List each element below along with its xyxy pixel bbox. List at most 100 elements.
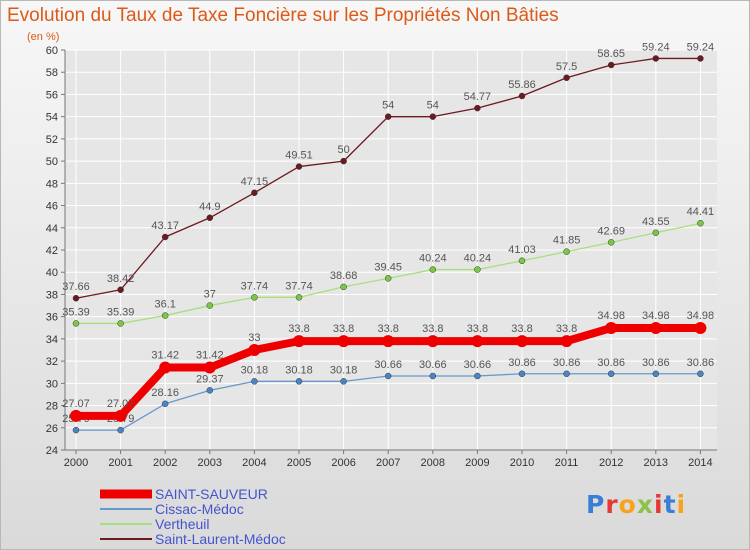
data-point-saint-laurent-medoc: [251, 189, 258, 197]
data-label-saint-laurent-medoc: 43.17: [151, 220, 179, 232]
data-label-saint-sauveur: 33.8: [556, 323, 577, 335]
legend-item-cissac-medoc: Cissac-Médoc: [100, 501, 244, 517]
data-point-saint-laurent-medoc: [518, 92, 526, 100]
data-point-saint-sauveur: [471, 335, 484, 348]
data-label-cissac-medoc: 30.18: [330, 364, 358, 376]
data-label-saint-sauveur: 33.8: [511, 323, 532, 335]
data-point-cissac-medoc: [161, 400, 169, 408]
data-label-vertheuil: 41.85: [553, 235, 581, 247]
data-point-saint-laurent-medoc: [607, 61, 615, 69]
data-label-cissac-medoc: 30.18: [241, 364, 269, 376]
data-point-saint-sauveur: [114, 409, 127, 422]
data-point-saint-laurent-medoc: [117, 286, 124, 294]
x-tick-label: 2014: [688, 457, 712, 469]
logo-letter: t: [663, 490, 677, 519]
data-label-cissac-medoc: 30.86: [687, 357, 715, 369]
x-tick-label: 2001: [108, 457, 132, 469]
data-point-saint-laurent-medoc: [474, 104, 481, 112]
data-point-vertheuil: [340, 283, 347, 291]
y-tick-label: 42: [46, 245, 58, 257]
data-point-vertheuil: [563, 248, 570, 255]
x-tick-label: 2005: [287, 457, 311, 469]
data-label-saint-sauveur: 31.42: [196, 350, 224, 362]
data-label-saint-sauveur: 33.8: [333, 323, 354, 335]
x-tick-label: 2007: [376, 457, 400, 469]
data-label-vertheuil: 40.24: [464, 253, 492, 265]
data-point-vertheuil: [429, 266, 437, 273]
data-label-vertheuil: 37.74: [241, 280, 269, 292]
x-tick-label: 2003: [198, 457, 222, 469]
data-point-cissac-medoc: [117, 426, 124, 434]
chart-title: Evolution du Taux de Taxe Foncière sur l…: [7, 5, 559, 26]
data-point-saint-sauveur: [382, 335, 395, 348]
data-label-saint-laurent-medoc: 50: [337, 144, 349, 156]
data-point-saint-sauveur: [605, 322, 618, 334]
legend-item-saint-sauveur: SAINT-SAUVEUR: [100, 486, 268, 502]
data-label-saint-sauveur: 33.8: [288, 323, 309, 335]
data-point-saint-laurent-medoc: [295, 163, 303, 170]
data-point-vertheuil: [652, 229, 660, 237]
data-point-saint-laurent-medoc: [384, 113, 392, 120]
x-tick-label: 2000: [64, 457, 88, 469]
data-point-cissac-medoc: [429, 372, 437, 380]
data-label-vertheuil: 37: [204, 289, 216, 301]
data-point-cissac-medoc: [518, 370, 526, 378]
data-point-saint-laurent-medoc: [697, 55, 704, 62]
logo-letter: P: [586, 490, 606, 519]
data-point-vertheuil: [607, 239, 615, 246]
legend-label: SAINT-SAUVEUR: [155, 486, 268, 502]
data-point-saint-laurent-medoc: [161, 233, 169, 241]
y-tick-label: 46: [46, 201, 58, 213]
data-point-vertheuil: [251, 294, 258, 301]
x-tick-label: 2012: [599, 457, 623, 469]
data-point-cissac-medoc: [384, 372, 392, 380]
data-label-saint-laurent-medoc: 44.9: [199, 201, 220, 213]
data-point-saint-laurent-medoc: [340, 157, 347, 165]
data-point-saint-sauveur: [516, 335, 528, 348]
data-point-vertheuil: [72, 320, 80, 327]
data-label-saint-laurent-medoc: 54: [382, 100, 394, 112]
x-tick-label: 2006: [331, 457, 355, 469]
x-tick-label: 2009: [465, 457, 489, 469]
data-point-cissac-medoc: [697, 370, 704, 378]
y-tick-label: 50: [46, 156, 58, 168]
proxiti-logo: Proxiti: [586, 490, 686, 519]
data-point-vertheuil: [295, 294, 303, 301]
data-label-cissac-medoc: 30.18: [285, 364, 313, 376]
data-label-saint-sauveur: 33.8: [377, 323, 398, 335]
data-point-saint-laurent-medoc: [206, 214, 214, 222]
data-point-saint-sauveur: [649, 322, 662, 334]
data-label-cissac-medoc: 30.66: [419, 359, 447, 371]
y-tick-label: 60: [46, 45, 58, 57]
data-point-vertheuil: [117, 320, 124, 327]
data-point-cissac-medoc: [652, 370, 660, 378]
legend-label: Cissac-Médoc: [155, 501, 244, 517]
y-tick-label: 58: [46, 67, 58, 79]
legend-item-vertheuil: Vertheuil: [100, 516, 209, 532]
data-label-vertheuil: 38.68: [330, 270, 358, 282]
data-label-cissac-medoc: 30.86: [642, 357, 670, 369]
chart-unit-label: (en %): [27, 31, 60, 43]
data-label-cissac-medoc: 29.37: [196, 373, 224, 385]
data-label-cissac-medoc: 28.16: [151, 387, 179, 399]
y-tick-label: 38: [46, 289, 58, 301]
data-point-vertheuil: [384, 275, 392, 282]
data-label-saint-laurent-medoc: 54.77: [464, 91, 492, 103]
y-tick-label: 56: [46, 89, 58, 101]
data-label-saint-sauveur: 33: [248, 332, 260, 344]
data-label-vertheuil: 44.41: [687, 206, 715, 218]
data-point-saint-laurent-medoc: [429, 113, 437, 120]
data-point-cissac-medoc: [607, 370, 615, 378]
data-label-vertheuil: 42.69: [597, 225, 625, 237]
data-label-saint-laurent-medoc: 59.24: [687, 41, 715, 53]
y-tick-label: 28: [46, 401, 58, 413]
data-label-saint-sauveur: 33.8: [422, 323, 443, 335]
data-point-vertheuil: [518, 257, 526, 265]
data-label-vertheuil: 41.03: [508, 244, 536, 256]
data-label-cissac-medoc: 30.86: [553, 357, 581, 369]
logo-letter: i: [654, 490, 664, 519]
data-label-cissac-medoc: 30.66: [374, 359, 402, 371]
x-tick-label: 2002: [153, 457, 177, 469]
y-tick-label: 40: [46, 267, 58, 279]
data-label-saint-sauveur: 34.98: [687, 310, 715, 322]
